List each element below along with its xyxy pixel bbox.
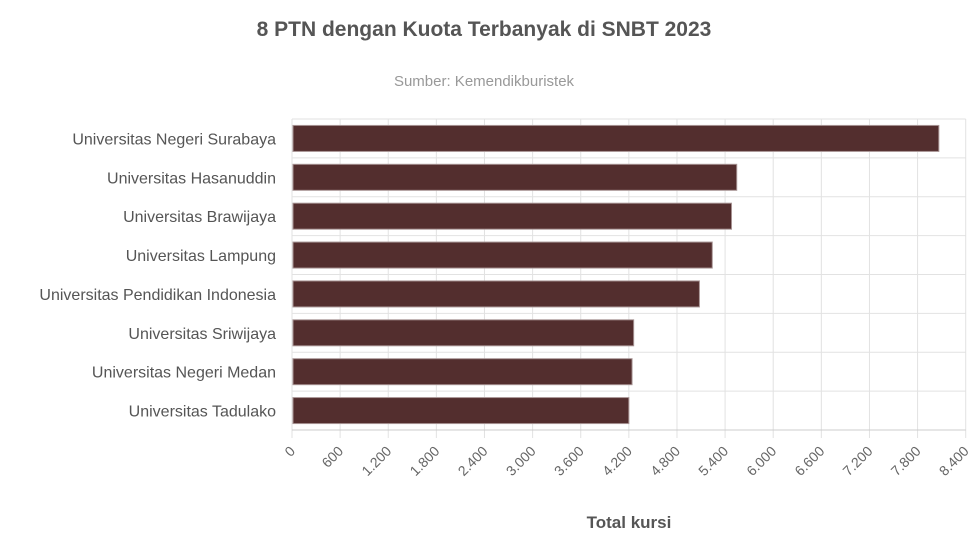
y-category-label: Universitas Negeri Surabaya	[72, 131, 276, 148]
bar	[292, 163, 738, 191]
x-tick-label: 7.800	[888, 443, 924, 479]
x-tick-label: 6.600	[791, 443, 827, 479]
bar	[292, 319, 635, 347]
x-axis-title: Total kursi	[587, 513, 672, 532]
bar	[292, 241, 713, 269]
x-tick-label: 8.400	[936, 443, 968, 479]
x-tick-label: 4.800	[647, 443, 683, 479]
y-category-label: Universitas Brawijaya	[123, 209, 276, 226]
bar	[292, 202, 733, 230]
x-tick-label: 4.200	[599, 443, 635, 479]
y-category-label: Universitas Sriwijaya	[128, 326, 276, 343]
y-category-label: Universitas Lampung	[126, 248, 276, 265]
chart-title: 8 PTN dengan Kuota Terbanyak di SNBT 202…	[256, 18, 712, 41]
chart-subtitle: Sumber: Kemendikburistek	[393, 73, 575, 90]
bar	[292, 124, 940, 152]
bar	[292, 358, 633, 386]
y-category-label: Universitas Tadulako	[129, 404, 276, 421]
x-tick-label: 7.200	[839, 443, 875, 479]
x-tick-label: 1.200	[358, 443, 394, 479]
y-category-label: Universitas Negeri Medan	[92, 365, 276, 382]
x-tick-label: 600	[318, 443, 346, 471]
x-tick-label: 3.000	[503, 443, 539, 479]
bar	[292, 280, 700, 308]
y-category-label: Universitas Hasanuddin	[107, 170, 276, 187]
x-tick-label: 5.400	[695, 443, 731, 479]
x-tick-label: 6.000	[743, 443, 779, 479]
x-tick-label: 0	[281, 443, 298, 460]
x-tick-label: 3.600	[551, 443, 587, 479]
x-tick-label: 2.400	[455, 443, 491, 479]
y-category-label: Universitas Pendidikan Indonesia	[39, 287, 276, 304]
x-tick-label: 1.800	[406, 443, 442, 479]
bar	[292, 397, 630, 425]
